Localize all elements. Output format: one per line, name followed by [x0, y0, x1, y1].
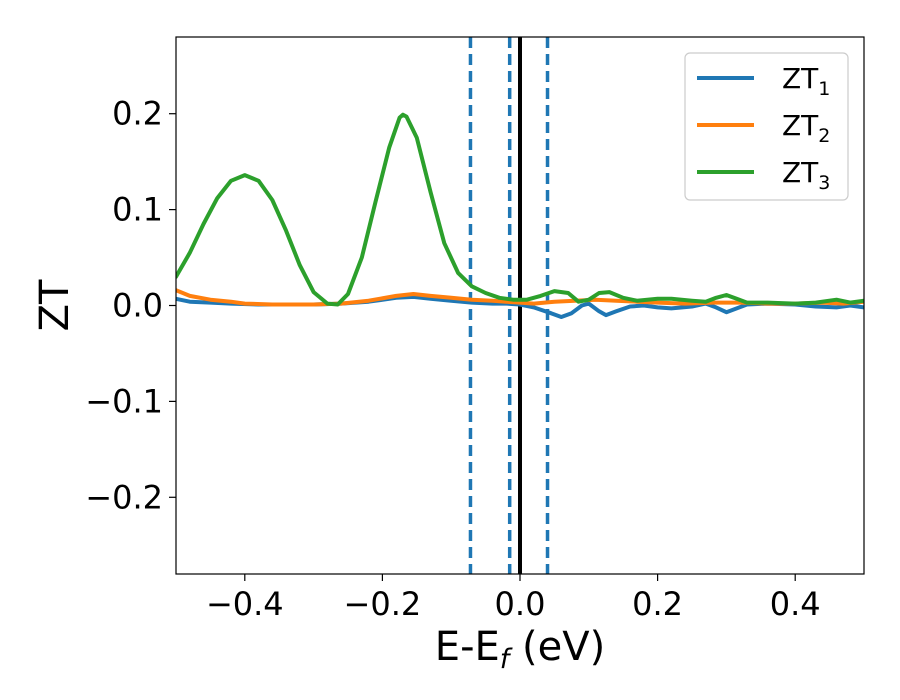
y-tick-label: −0.2 — [85, 478, 163, 516]
x-axis-ticks: −0.4 −0.2 0.0 0.2 0.4 — [206, 574, 821, 623]
legend-label-zt1: ZT1 — [782, 62, 830, 100]
y-tick-label: 0.0 — [112, 287, 163, 325]
x-tick-label: 0.4 — [770, 585, 821, 623]
x-axis-title-unit: (eV) — [509, 624, 605, 670]
x-axis-title-main: E-E — [435, 624, 500, 670]
series-line-zt3 — [176, 112, 864, 307]
legend: ZT1 ZT2 ZT3 — [684, 52, 849, 201]
y-tick-label: 0.1 — [112, 191, 163, 229]
series-line-zt2 — [176, 288, 864, 307]
x-tick-label: −0.2 — [344, 585, 422, 623]
y-tick-label: 0.2 — [112, 95, 163, 133]
legend-box — [684, 52, 849, 201]
legend-label-zt2: ZT2 — [782, 109, 830, 147]
x-axis-title: E-Ef (eV) — [435, 624, 605, 675]
legend-label-zt3: ZT3 — [782, 156, 830, 194]
series-lines — [176, 112, 864, 319]
y-axis-ticks: 0.2 0.1 0.0 −0.1 −0.2 — [85, 95, 176, 516]
y-tick-label: −0.1 — [85, 382, 163, 420]
x-tick-label: 0.2 — [632, 585, 683, 623]
x-tick-label: −0.4 — [206, 585, 284, 623]
x-tick-label: 0.0 — [495, 585, 546, 623]
y-axis-title: ZT — [32, 279, 78, 331]
